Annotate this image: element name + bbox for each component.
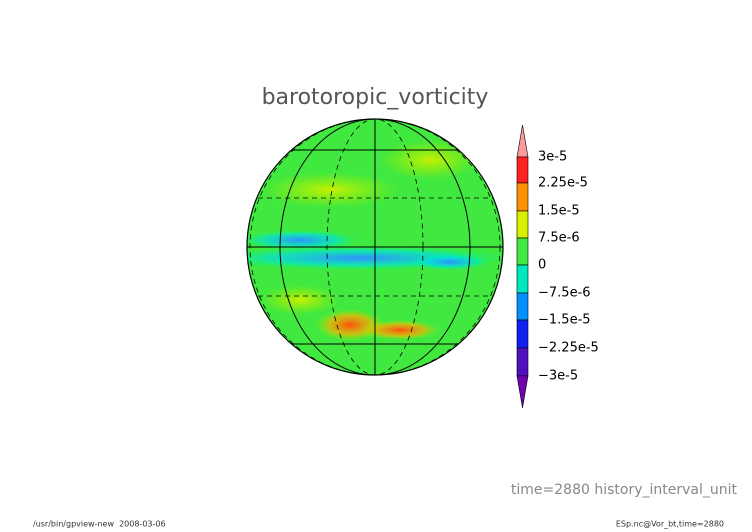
colorbar-label: 1.5e-5 xyxy=(538,204,580,219)
colorbar-label: 7.5e-6 xyxy=(538,231,580,246)
colorbar xyxy=(516,124,529,409)
colorbar-label: −2.25e-5 xyxy=(538,341,599,356)
colorbar-label: −1.5e-5 xyxy=(538,313,591,328)
colorbar-label: 3e-5 xyxy=(538,150,567,165)
globe xyxy=(247,119,503,375)
colorbar-label: 2.25e-5 xyxy=(538,176,588,191)
colorbar-label: −7.5e-6 xyxy=(538,286,591,301)
footer-right: ESp.nc@Vor_bt,time=2880 xyxy=(616,520,724,529)
title: barotoropic_vorticity xyxy=(262,85,489,110)
colorbar-label: 0 xyxy=(538,258,546,273)
annotation: time=2880 history_interval_unit xyxy=(511,482,738,498)
globe-outline xyxy=(246,118,504,376)
footer-left: /usr/bin/gpview-new 2008-03-06 xyxy=(33,520,166,529)
colorbar-label: −3e-5 xyxy=(538,369,578,384)
